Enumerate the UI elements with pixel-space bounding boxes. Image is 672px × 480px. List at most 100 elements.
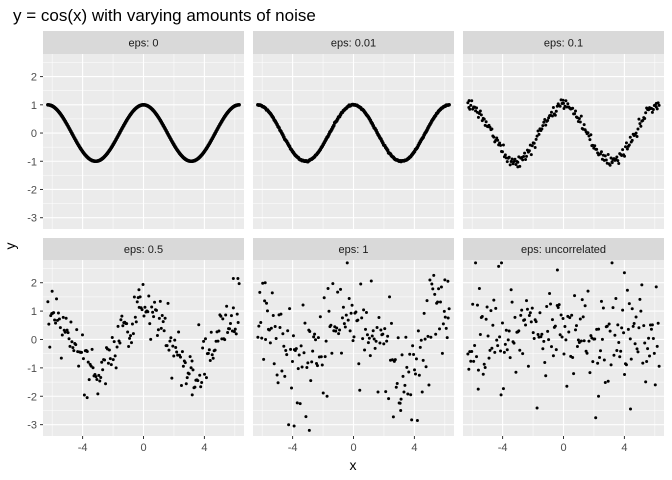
data-point bbox=[637, 117, 641, 121]
data-point bbox=[478, 332, 482, 336]
facet-panel: eps: 0.1 bbox=[463, 31, 664, 229]
data-point bbox=[541, 347, 545, 351]
data-point bbox=[476, 368, 480, 372]
data-point bbox=[322, 296, 326, 300]
data-point bbox=[422, 311, 426, 315]
data-point bbox=[99, 375, 103, 379]
data-point bbox=[425, 299, 429, 303]
data-point bbox=[507, 155, 511, 159]
data-point bbox=[112, 340, 116, 344]
data-point bbox=[640, 283, 644, 287]
data-point bbox=[344, 313, 348, 317]
data-point bbox=[485, 305, 489, 309]
data-point bbox=[516, 160, 520, 164]
data-point bbox=[276, 381, 280, 385]
data-point bbox=[268, 341, 272, 345]
data-point bbox=[638, 297, 642, 301]
data-point bbox=[325, 394, 329, 398]
data-point bbox=[65, 328, 69, 332]
data-point bbox=[496, 344, 500, 348]
data-point bbox=[641, 118, 645, 122]
data-point bbox=[572, 372, 576, 376]
data-point bbox=[301, 303, 305, 307]
data-point bbox=[564, 99, 568, 103]
data-point bbox=[558, 333, 562, 337]
data-point bbox=[500, 261, 504, 265]
data-point bbox=[578, 317, 582, 321]
data-point bbox=[623, 154, 627, 158]
data-point bbox=[500, 150, 504, 154]
data-point bbox=[482, 362, 486, 366]
data-point bbox=[233, 327, 237, 331]
data-point bbox=[48, 345, 52, 349]
data-point bbox=[209, 330, 213, 334]
data-point bbox=[508, 356, 512, 360]
data-point bbox=[418, 345, 422, 349]
data-point bbox=[593, 144, 597, 148]
data-point bbox=[638, 122, 642, 126]
data-point bbox=[615, 348, 619, 352]
data-point bbox=[142, 314, 146, 318]
data-point bbox=[502, 350, 506, 354]
data-point bbox=[133, 315, 137, 319]
data-point bbox=[336, 290, 340, 294]
data-point bbox=[407, 370, 411, 374]
data-point bbox=[350, 303, 354, 307]
data-point bbox=[606, 379, 610, 383]
data-point bbox=[170, 376, 174, 380]
data-point bbox=[642, 324, 646, 328]
data-point bbox=[332, 123, 336, 128]
data-point bbox=[376, 390, 380, 394]
data-point bbox=[542, 339, 546, 343]
data-point bbox=[586, 131, 590, 135]
data-point bbox=[527, 313, 531, 317]
data-point bbox=[543, 117, 547, 121]
data-point bbox=[443, 278, 447, 282]
data-point bbox=[258, 290, 262, 294]
data-point bbox=[71, 346, 75, 350]
data-point bbox=[500, 321, 504, 325]
data-point bbox=[499, 143, 503, 147]
data-point bbox=[395, 382, 399, 386]
data-point bbox=[408, 352, 412, 356]
data-point bbox=[67, 337, 71, 341]
data-point bbox=[47, 322, 51, 326]
data-point bbox=[521, 158, 525, 162]
data-point bbox=[576, 338, 580, 342]
data-point bbox=[153, 300, 157, 304]
data-point bbox=[290, 360, 294, 364]
data-point bbox=[351, 339, 355, 343]
data-point bbox=[61, 315, 65, 319]
data-point bbox=[261, 281, 265, 285]
data-point bbox=[411, 344, 415, 348]
data-point bbox=[625, 288, 629, 292]
data-point bbox=[100, 360, 104, 364]
data-point bbox=[191, 368, 195, 372]
data-point bbox=[628, 135, 632, 139]
data-point bbox=[264, 338, 268, 341]
data-point bbox=[629, 407, 632, 411]
data-point bbox=[274, 336, 278, 340]
data-point bbox=[58, 326, 62, 330]
data-point bbox=[583, 304, 587, 308]
data-point bbox=[236, 276, 240, 280]
data-point bbox=[615, 155, 619, 159]
data-point bbox=[386, 334, 390, 338]
data-point bbox=[77, 364, 81, 368]
data-point bbox=[231, 306, 235, 310]
data-point bbox=[213, 348, 217, 352]
data-point bbox=[320, 363, 324, 367]
data-point bbox=[294, 347, 298, 351]
data-point bbox=[634, 315, 638, 319]
data-point bbox=[270, 291, 274, 295]
data-point bbox=[211, 356, 215, 360]
data-point bbox=[200, 381, 204, 385]
data-point bbox=[619, 349, 623, 353]
data-point bbox=[597, 394, 601, 398]
data-point bbox=[265, 309, 269, 313]
data-point bbox=[641, 361, 645, 365]
data-point bbox=[472, 359, 476, 363]
data-point bbox=[599, 150, 603, 154]
data-point bbox=[228, 322, 232, 326]
data-point bbox=[484, 317, 488, 321]
